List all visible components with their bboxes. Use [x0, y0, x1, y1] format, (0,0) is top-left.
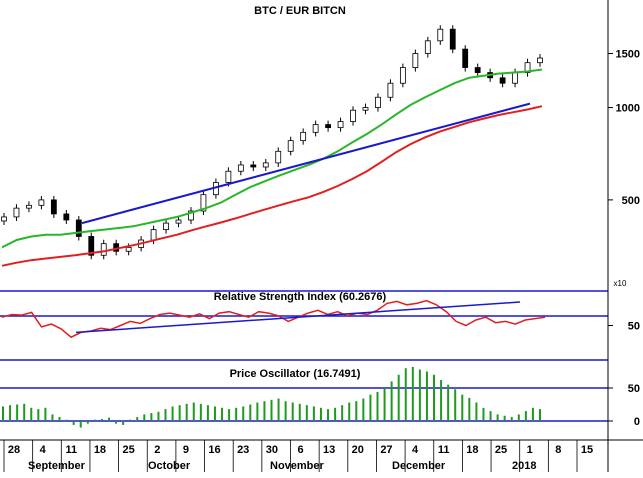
- x-day-label: 9: [183, 444, 189, 456]
- candle-body: [387, 82, 394, 98]
- x-day-label: 18: [94, 444, 106, 456]
- candle-body: [312, 124, 319, 133]
- x-month-label: 2018: [512, 460, 536, 472]
- x-day-label: 18: [466, 444, 478, 456]
- candle-body: [75, 219, 82, 237]
- price-panel: BTC / EUR BITCN x10: [1, 5, 627, 288]
- candle-body: [1, 216, 7, 222]
- x-day-label: 13: [323, 444, 335, 456]
- candle-body: [537, 57, 543, 64]
- candle-body: [399, 67, 406, 84]
- candle-body: [26, 204, 32, 209]
- price-tick-label: 1000: [616, 103, 640, 115]
- x-day-label: 30: [266, 444, 278, 456]
- candle-body: [262, 162, 269, 168]
- price-chart-title: BTC / EUR BITCN: [254, 5, 346, 17]
- price-trendline: [81, 102, 531, 225]
- candle-body: [200, 194, 207, 212]
- candle-body: [412, 53, 419, 68]
- candle-body: [437, 28, 444, 42]
- x-day-label: 1: [527, 444, 533, 456]
- candle-body: [474, 67, 481, 73]
- candle-body: [424, 40, 431, 54]
- candle-body: [499, 77, 506, 84]
- x-day-label: 15: [581, 444, 593, 456]
- x-day-label: 11: [438, 444, 450, 456]
- candle-body: [50, 199, 57, 215]
- price-tick-label: 1500: [616, 48, 640, 60]
- candle-body: [13, 207, 20, 218]
- candle-body: [512, 72, 518, 84]
- x-day-label: 20: [352, 444, 364, 456]
- candle-body: [462, 48, 469, 68]
- candle-body: [175, 219, 182, 224]
- x-day-label: 16: [208, 444, 220, 456]
- x-month-label: September: [28, 460, 86, 472]
- candle-body: [362, 107, 369, 111]
- candle-body: [150, 229, 157, 241]
- x-day-label: 2: [154, 444, 160, 456]
- x-day-label: 8: [555, 444, 561, 456]
- moving-average-2: [1, 105, 543, 267]
- candle-body: [237, 164, 244, 172]
- candle-body: [250, 164, 257, 168]
- candle-body: [524, 62, 531, 73]
- candle-body: [63, 213, 70, 221]
- candle-body: [449, 28, 456, 50]
- x-day-label: 23: [237, 444, 249, 456]
- x-day-label: 4: [412, 444, 419, 456]
- candle-body: [88, 236, 95, 256]
- candle-body: [300, 131, 307, 142]
- oscillator-panel: Price Oscillator (16.7491): [0, 359, 608, 428]
- x-month-label: November: [270, 460, 325, 472]
- x-day-label: 25: [122, 444, 134, 456]
- rsi-tick-label: 50: [628, 321, 640, 333]
- oscillator-title: Price Oscillator (16.7491): [230, 368, 361, 380]
- candle-body: [100, 243, 107, 256]
- x-day-label: 28: [8, 444, 20, 456]
- scale-marker: x10: [614, 279, 627, 288]
- candle-body: [350, 109, 356, 122]
- candle-body: [188, 210, 194, 221]
- candle-body: [125, 247, 132, 252]
- candle-body: [38, 199, 45, 206]
- price-tick-label: 500: [622, 195, 640, 207]
- candle-body: [275, 150, 282, 164]
- moving-averages: [1, 68, 543, 267]
- x-axis: 28 4 11 18 25 2 9 16 23 30 6 13 20 27 4 11 18 25 1 8 15Septe…: [3, 440, 593, 472]
- x-day-label: 4: [40, 444, 47, 456]
- x-month-label: October: [148, 460, 191, 472]
- candle-body: [287, 140, 294, 152]
- candlesticks: [1, 25, 543, 260]
- candle-body: [163, 222, 169, 231]
- x-day-label: 27: [380, 444, 392, 456]
- moving-average-1: [1, 68, 543, 249]
- x-day-label: 25: [495, 444, 507, 456]
- osc-tick-label: 50: [628, 383, 640, 395]
- rsi-trendline: [75, 301, 521, 334]
- rsi-panel: Relative Strength Index (60.2676): [0, 290, 608, 339]
- candle-body: [325, 124, 331, 129]
- x-day-label: 6: [297, 444, 303, 456]
- oscillator-bars: [2, 366, 541, 428]
- candle-body: [375, 96, 381, 108]
- candle-body: [337, 121, 344, 129]
- rsi-lines: [1, 299, 546, 339]
- x-day-label: 11: [65, 444, 77, 456]
- rsi-title: Relative Strength Index (60.2676): [214, 291, 387, 303]
- osc-tick-label: 0: [634, 416, 640, 428]
- x-month-label: December: [392, 460, 446, 472]
- candle-body: [225, 170, 232, 183]
